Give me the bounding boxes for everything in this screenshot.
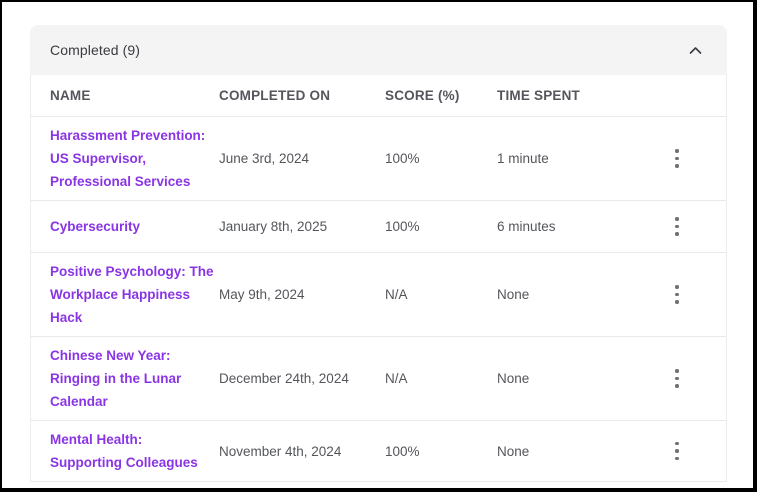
row-actions-cell — [657, 438, 697, 465]
row-actions-cell — [657, 365, 697, 392]
course-name-cell: Cybersecurity — [50, 215, 219, 238]
kebab-menu-icon[interactable] — [669, 213, 685, 240]
course-link[interactable]: Mental Health: Supporting Colleagues — [50, 432, 198, 470]
chevron-up-icon[interactable] — [689, 46, 702, 55]
completed-section-header[interactable]: Completed (9) — [30, 25, 727, 75]
completed-on-value: November 4th, 2024 — [219, 443, 342, 459]
table-rows-container: Harassment Prevention: US Supervisor, Pr… — [31, 117, 726, 482]
score-value: 100% — [385, 219, 420, 234]
column-header-name: NAME — [50, 88, 91, 103]
time-spent-value: None — [497, 371, 530, 386]
score-value: 100% — [385, 443, 420, 459]
completed-section-title: Completed (9) — [50, 42, 141, 58]
course-link[interactable]: Chinese New Year: Ringing in the Lunar C… — [50, 348, 182, 409]
table-row: Positive Psychology: The Workplace Happi… — [31, 253, 726, 337]
completed-on-value: December 24th, 2024 — [219, 371, 349, 386]
column-header-score: SCORE (%) — [385, 88, 460, 103]
kebab-menu-icon[interactable] — [669, 145, 685, 172]
time-spent-value: 6 minutes — [497, 219, 556, 234]
kebab-menu-icon[interactable] — [669, 438, 685, 465]
column-header-completed-on: COMPLETED ON — [219, 88, 331, 103]
column-header-time-spent: TIME SPENT — [497, 88, 581, 103]
row-actions-cell — [657, 213, 697, 240]
course-name-cell: Mental Health: Supporting Colleagues — [50, 428, 219, 474]
score-value: N/A — [385, 371, 408, 386]
completed-on-value: June 3rd, 2024 — [219, 151, 310, 166]
score-value: N/A — [385, 287, 408, 302]
time-spent-value: None — [497, 287, 530, 302]
table-row: Cybersecurity January 8th, 2025 100% 6 m… — [31, 201, 726, 253]
course-name-cell: Chinese New Year: Ringing in the Lunar C… — [50, 344, 219, 413]
course-name-cell: Positive Psychology: The Workplace Happi… — [50, 260, 219, 329]
table-header-row: NAME COMPLETED ON SCORE (%) TIME SPENT — [31, 75, 726, 117]
time-spent-value: None — [497, 443, 530, 459]
course-link[interactable]: Cybersecurity — [50, 219, 141, 234]
time-spent-value: 1 minute — [497, 151, 549, 166]
course-name-cell: Harassment Prevention: US Supervisor, Pr… — [50, 124, 219, 193]
completed-on-value: January 8th, 2025 — [219, 219, 328, 234]
kebab-menu-icon[interactable] — [669, 281, 685, 308]
table-row: Chinese New Year: Ringing in the Lunar C… — [31, 337, 726, 421]
completed-courses-table: NAME COMPLETED ON SCORE (%) TIME SPENT H… — [30, 75, 727, 482]
completed-accordion: Completed (9) NAME COMPLETED ON SCORE (%… — [30, 25, 727, 482]
row-actions-cell — [657, 281, 697, 308]
table-row: Harassment Prevention: US Supervisor, Pr… — [31, 117, 726, 201]
completed-on-value: May 9th, 2024 — [219, 287, 305, 302]
table-row: Mental Health: Supporting Colleagues Nov… — [31, 421, 726, 482]
kebab-menu-icon[interactable] — [669, 365, 685, 392]
course-link[interactable]: Positive Psychology: The Workplace Happi… — [50, 264, 214, 325]
course-link[interactable]: Harassment Prevention: US Supervisor, Pr… — [50, 128, 206, 189]
row-actions-cell — [657, 145, 697, 172]
score-value: 100% — [385, 151, 420, 166]
